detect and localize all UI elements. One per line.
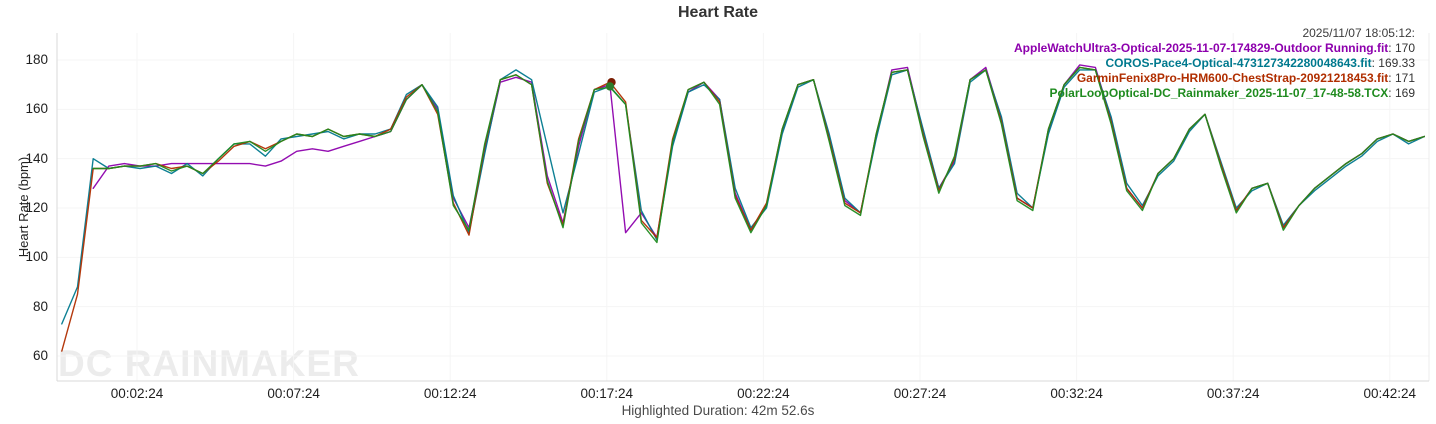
legend-item[interactable]: COROS-Pace4-Optical-473127342280048643.f… xyxy=(1014,56,1415,71)
y-tick-label: 160 xyxy=(25,101,48,117)
y-tick-label: 80 xyxy=(32,298,48,314)
x-tick-label: 00:02:24 xyxy=(110,386,164,401)
legend-series-value: : 169.33 xyxy=(1371,56,1415,70)
x-tick-label: 00:22:24 xyxy=(737,386,790,401)
y-tick-label: 60 xyxy=(32,348,48,363)
x-tick-label: 00:32:24 xyxy=(1050,386,1103,401)
legend: 2025/11/07 18:05:12: AppleWatchUltra3-Op… xyxy=(1014,26,1415,101)
legend-series-name: GarminFenix8Pro-HRM600-ChestStrap-209212… xyxy=(1076,71,1389,85)
series-line xyxy=(61,69,1426,325)
legend-series-name: COROS-Pace4-Optical-473127342280048643.f… xyxy=(1105,56,1372,70)
chart-title: Heart Rate xyxy=(677,4,759,21)
legend-item[interactable]: PolarLoopOptical-DC_Rainmaker_2025-11-07… xyxy=(1014,86,1415,101)
y-tick-label: 180 xyxy=(25,52,48,67)
y-tick-label: 140 xyxy=(25,150,48,166)
legend-item[interactable]: GarminFenix8Pro-HRM600-ChestStrap-209212… xyxy=(1014,71,1415,86)
legend-series-name: PolarLoopOptical-DC_Rainmaker_2025-11-07… xyxy=(1049,86,1389,100)
series-line xyxy=(92,66,1426,244)
legend-series-value: : 171 xyxy=(1388,71,1415,85)
x-tick-label: 00:07:24 xyxy=(267,386,320,401)
legend-series-value: : 170 xyxy=(1388,41,1415,55)
hover-marker-dot xyxy=(605,82,615,91)
legend-item[interactable]: AppleWatchUltra3-Optical-2025-11-07-1748… xyxy=(1014,41,1415,56)
x-tick-label: 00:12:24 xyxy=(423,386,477,401)
y-tick-label: 100 xyxy=(25,249,48,265)
x-tick-label: 00:17:24 xyxy=(580,386,634,401)
x-tick-label: 00:37:24 xyxy=(1206,386,1260,401)
legend-timestamp: 2025/11/07 18:05:12: xyxy=(1302,26,1415,40)
highlighted-duration-label: Highlighted Duration: 42m 52.6s xyxy=(621,403,815,418)
legend-series-name: AppleWatchUltra3-Optical-2025-11-07-1748… xyxy=(1014,41,1389,55)
y-tick-label: 120 xyxy=(25,200,48,215)
dc-rainmaker-watermark: DC RAINMAKER xyxy=(58,343,360,384)
legend-series-value: : 169 xyxy=(1388,86,1415,100)
x-tick-label: 00:42:24 xyxy=(1363,386,1417,401)
x-tick-label: 00:27:24 xyxy=(893,386,947,401)
